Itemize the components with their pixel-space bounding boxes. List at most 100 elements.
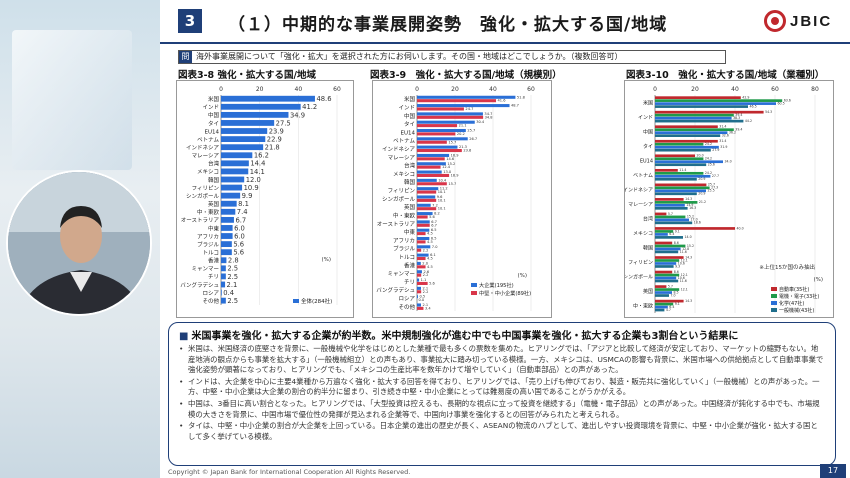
category-label: バングラデシュ	[180, 281, 219, 289]
data-label: 39.4	[735, 128, 742, 132]
data-label: 48.6	[316, 95, 331, 103]
category-label: インド	[202, 105, 219, 111]
data-label: 7.4	[237, 208, 248, 216]
tick-label: 80	[811, 86, 819, 93]
bar	[221, 160, 249, 167]
bar	[221, 128, 268, 134]
data-label: 25.6	[708, 163, 715, 167]
tick-label: 60	[333, 86, 341, 93]
bar	[417, 240, 426, 244]
category-label: フィリピン	[388, 188, 416, 195]
bar	[221, 144, 264, 151]
data-label: 34.7	[484, 112, 492, 116]
bar	[655, 305, 668, 309]
bar	[655, 206, 688, 210]
category-label: 英国	[643, 288, 653, 295]
bar	[417, 261, 421, 265]
chart-title-3-8: 図表3-8 強化・拡大する国/地域	[178, 70, 316, 81]
logo-mark-icon	[764, 10, 786, 32]
data-label: 27.9	[712, 148, 719, 152]
data-label: 1.1	[421, 278, 427, 282]
data-label: 10.6	[678, 261, 685, 265]
unit-label: (%)	[517, 273, 527, 279]
data-label: 6.1	[430, 253, 436, 257]
category-label: マレーシア	[192, 153, 220, 160]
bar	[417, 104, 510, 108]
bar	[221, 233, 233, 239]
bar	[221, 176, 245, 183]
category-label: 中・東欧	[197, 208, 220, 216]
bar	[417, 173, 450, 177]
bar	[221, 273, 226, 280]
data-label: 8.2	[434, 212, 440, 216]
unit-label: (%)	[813, 277, 823, 283]
data-label: 24.7	[465, 107, 473, 111]
data-label: 46.5	[750, 104, 757, 108]
data-label: 41.6	[498, 99, 507, 103]
bar	[417, 286, 421, 290]
bar	[655, 145, 719, 149]
data-label: 6.7	[431, 223, 437, 227]
data-label: 12.1	[681, 258, 688, 262]
tick-label: 20	[691, 86, 699, 93]
bar	[417, 253, 429, 257]
tick-label: 60	[771, 86, 779, 93]
bar	[655, 174, 711, 178]
data-label: 7.0	[671, 293, 676, 297]
data-label: 54.3	[765, 110, 772, 114]
data-label: 5.6	[429, 215, 435, 219]
data-label: 9.6	[437, 195, 443, 199]
data-label: 20.2	[457, 132, 465, 136]
data-label: 20.9	[698, 177, 705, 181]
summary-bullet: 米国は、米国経済の底堅さを背景に、一般機械や化学をはじめとした業種で最も多くの票…	[179, 344, 825, 376]
bar	[655, 131, 728, 135]
legend-swatch	[293, 299, 299, 303]
bar	[655, 177, 697, 181]
bar	[655, 256, 684, 259]
data-label: 31.4	[719, 139, 726, 143]
bar	[221, 225, 233, 231]
bar	[221, 216, 234, 223]
bar	[655, 125, 718, 129]
data-label: 7.0	[432, 245, 438, 249]
bar	[655, 113, 734, 117]
bar	[221, 192, 241, 199]
bar	[221, 184, 243, 191]
data-label: 5.6	[429, 281, 435, 285]
category-label: アフリカ	[393, 237, 415, 244]
category-label: バングラデシュ	[376, 286, 415, 294]
category-label: 中国	[208, 111, 220, 119]
data-label: 8.6	[674, 241, 679, 245]
bar	[221, 208, 236, 215]
bar	[655, 134, 721, 137]
chart-title-3-9: 図表3-9 強化・拡大する国/地域（規模別）	[370, 70, 562, 81]
bar	[655, 116, 732, 120]
bar	[655, 299, 684, 303]
data-label: 9.1	[675, 229, 680, 233]
bar	[417, 281, 428, 285]
data-label: 26.7	[469, 137, 477, 141]
category-label: ブラジル	[393, 245, 415, 253]
question-box: 問 海外事業展開について「強化・拡大」を選択された方にお伺いします。その国・地域…	[178, 50, 726, 64]
data-label: 25.7	[708, 183, 715, 187]
bar	[417, 212, 433, 216]
bar	[655, 154, 695, 158]
data-label: 2.5	[227, 273, 238, 281]
bar	[655, 227, 735, 230]
data-label: 2.1	[422, 286, 428, 290]
legend-swatch	[471, 283, 477, 287]
summary-box: 米国事業を強化・拡大する企業が約半数。米中規制強化が進む中でも中国事業を強化・拡…	[168, 322, 836, 466]
data-label: 10.1	[438, 198, 446, 202]
data-label: 21.1	[459, 124, 467, 128]
bar	[655, 308, 665, 312]
data-label: 7.2	[432, 203, 438, 207]
tick-label: 0	[653, 86, 657, 93]
data-label: 2.1	[227, 281, 238, 289]
bar	[417, 124, 458, 128]
tick-label: 40	[489, 86, 497, 93]
category-label: 台湾	[208, 160, 220, 168]
bar	[417, 140, 447, 144]
category-label: 英国	[208, 200, 220, 208]
bar	[417, 178, 437, 182]
bar	[655, 119, 744, 123]
